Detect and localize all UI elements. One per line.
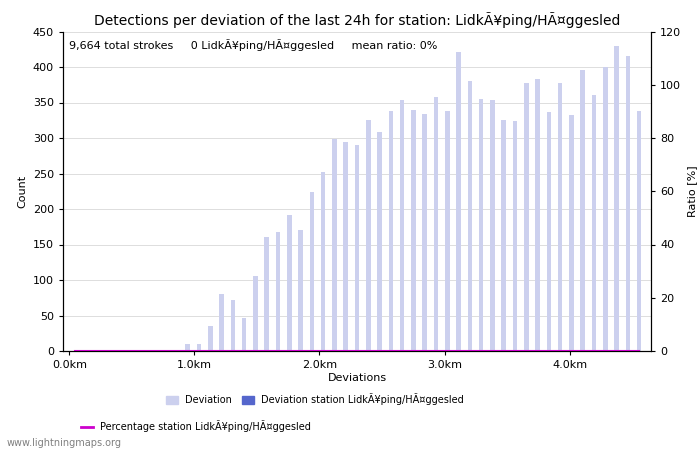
- Bar: [400, 99, 405, 351]
- Bar: [197, 344, 202, 351]
- Bar: [355, 145, 359, 351]
- Bar: [490, 99, 495, 351]
- Bar: [468, 81, 472, 351]
- Bar: [208, 326, 213, 351]
- Bar: [536, 79, 540, 351]
- Bar: [479, 99, 484, 351]
- Bar: [524, 83, 528, 351]
- Bar: [434, 97, 438, 351]
- Bar: [309, 192, 314, 351]
- Bar: [389, 111, 393, 351]
- Bar: [626, 56, 630, 351]
- Bar: [344, 142, 348, 351]
- Bar: [615, 46, 619, 351]
- Bar: [242, 318, 246, 351]
- Bar: [219, 294, 224, 351]
- Title: Detections per deviation of the last 24h for station: LidkÃ¥ping/HÃ¤ggesled: Detections per deviation of the last 24h…: [94, 12, 620, 27]
- Bar: [276, 232, 280, 351]
- Bar: [332, 140, 337, 351]
- Bar: [366, 120, 370, 351]
- Bar: [230, 300, 235, 351]
- Bar: [422, 114, 427, 351]
- Bar: [547, 112, 551, 351]
- Y-axis label: Ratio [%]: Ratio [%]: [687, 166, 696, 217]
- Bar: [411, 110, 416, 351]
- Bar: [377, 132, 382, 351]
- Legend: Percentage station LidkÃ¥ping/HÃ¤ggesled: Percentage station LidkÃ¥ping/HÃ¤ggesled: [77, 416, 315, 436]
- Bar: [298, 230, 303, 351]
- Bar: [287, 215, 292, 351]
- Bar: [445, 111, 449, 351]
- Bar: [637, 111, 641, 351]
- Bar: [592, 95, 596, 351]
- Bar: [321, 172, 326, 351]
- Bar: [456, 52, 461, 351]
- Bar: [569, 115, 574, 351]
- Bar: [253, 276, 258, 351]
- X-axis label: Deviations: Deviations: [328, 373, 386, 383]
- Bar: [501, 120, 506, 351]
- Text: 9,664 total strokes     0 LidkÃ¥ping/HÃ¤ggesled     mean ratio: 0%: 9,664 total strokes 0 LidkÃ¥ping/HÃ¤gges…: [69, 40, 438, 51]
- Bar: [558, 83, 562, 351]
- Bar: [186, 344, 190, 351]
- Legend: Deviation, Deviation station LidkÃ¥ping/HÃ¤ggesled: Deviation, Deviation station LidkÃ¥ping/…: [162, 389, 468, 409]
- Bar: [603, 67, 608, 351]
- Y-axis label: Count: Count: [18, 175, 27, 208]
- Bar: [265, 238, 269, 351]
- Bar: [580, 70, 585, 351]
- Text: www.lightningmaps.org: www.lightningmaps.org: [7, 438, 122, 448]
- Bar: [512, 121, 517, 351]
